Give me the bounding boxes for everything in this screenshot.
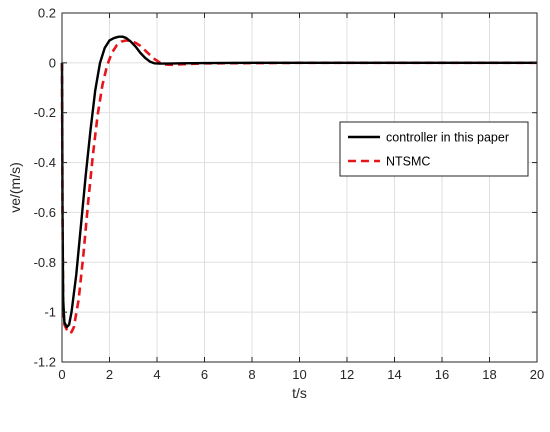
y-tick-label: 0.2 xyxy=(38,6,56,21)
ticks: 0 2 4 6 8 10 12 14 16 18 20 -1.2 -1 -0.8 -0.6 -0.4 -0.2 0… xyxy=(34,6,545,383)
y-axis-label: ve/(m/s) xyxy=(7,162,23,213)
legend-box xyxy=(339,121,529,177)
x-tick-label: 10 xyxy=(292,367,306,382)
y-tick-label: -0.8 xyxy=(34,255,56,270)
y-tick-label: -0.6 xyxy=(34,205,56,220)
y-tick-label: -0.2 xyxy=(34,105,56,120)
legend-label-controller: controller in this paper xyxy=(386,131,509,145)
y-tick-label: -1.2 xyxy=(34,355,56,370)
x-axis-label: t/s xyxy=(292,385,307,401)
x-tick-label: 4 xyxy=(153,367,160,382)
x-tick-label: 2 xyxy=(106,367,113,382)
x-tick-label: 12 xyxy=(340,367,354,382)
grid xyxy=(61,12,538,363)
y-tick-label: -0.4 xyxy=(34,155,56,170)
series-layer xyxy=(60,35,537,335)
y-tick-label: 0 xyxy=(49,55,56,70)
x-tick-label: 8 xyxy=(248,367,255,382)
series-line-controller xyxy=(60,35,537,329)
x-tick-label: 20 xyxy=(530,367,544,382)
legend: controller in this paper NTSMC xyxy=(339,121,529,177)
x-tick-label: 16 xyxy=(435,367,449,382)
x-tick-label: 6 xyxy=(201,367,208,382)
legend-label-ntsmc: NTSMC xyxy=(386,155,430,169)
y-tick-label: -1 xyxy=(44,305,56,320)
x-tick-label: 0 xyxy=(58,367,65,382)
x-tick-label: 14 xyxy=(387,367,401,382)
x-tick-label: 18 xyxy=(482,367,496,382)
